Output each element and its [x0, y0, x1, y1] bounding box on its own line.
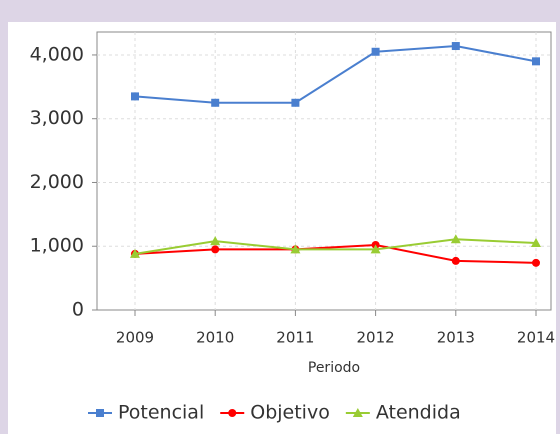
point: [131, 92, 139, 101]
x-axis-label: Periodo: [308, 360, 360, 376]
point: [291, 98, 300, 107]
point: [211, 245, 220, 254]
x-tick-label: 2011: [276, 329, 314, 347]
point: [370, 244, 381, 254]
point: [450, 234, 461, 244]
series-line: [134, 45, 537, 104]
x-tick-label: 2010: [196, 329, 234, 347]
y-tick-label: 2,000: [30, 171, 84, 193]
point: [532, 258, 540, 267]
x-tick-label: 2014: [517, 329, 555, 347]
plot-area: [96, 31, 552, 311]
y-tick-label: 0: [72, 299, 84, 321]
series-line: [134, 243, 537, 264]
legend-label: Atendida: [376, 402, 461, 424]
series-line: [134, 238, 537, 255]
point: [371, 47, 380, 56]
y-tick-label: 1,000: [30, 235, 84, 257]
point: [531, 238, 541, 248]
y-tick-label: 4,000: [30, 43, 84, 65]
x-tick-label: 2012: [357, 329, 395, 347]
point: [451, 256, 460, 265]
legend-label: Objetivo: [250, 402, 330, 424]
point: [352, 408, 363, 417]
point: [211, 98, 220, 107]
point: [451, 42, 460, 51]
point: [96, 409, 104, 417]
point: [228, 409, 237, 417]
x-tick-label: 2009: [116, 329, 154, 347]
point: [290, 244, 301, 254]
y-tick-label: 3,000: [30, 107, 84, 129]
legend-label: Potencial: [118, 402, 204, 424]
point: [532, 57, 540, 66]
point: [210, 236, 221, 246]
point: [130, 248, 140, 258]
x-tick-label: 2013: [437, 329, 475, 347]
